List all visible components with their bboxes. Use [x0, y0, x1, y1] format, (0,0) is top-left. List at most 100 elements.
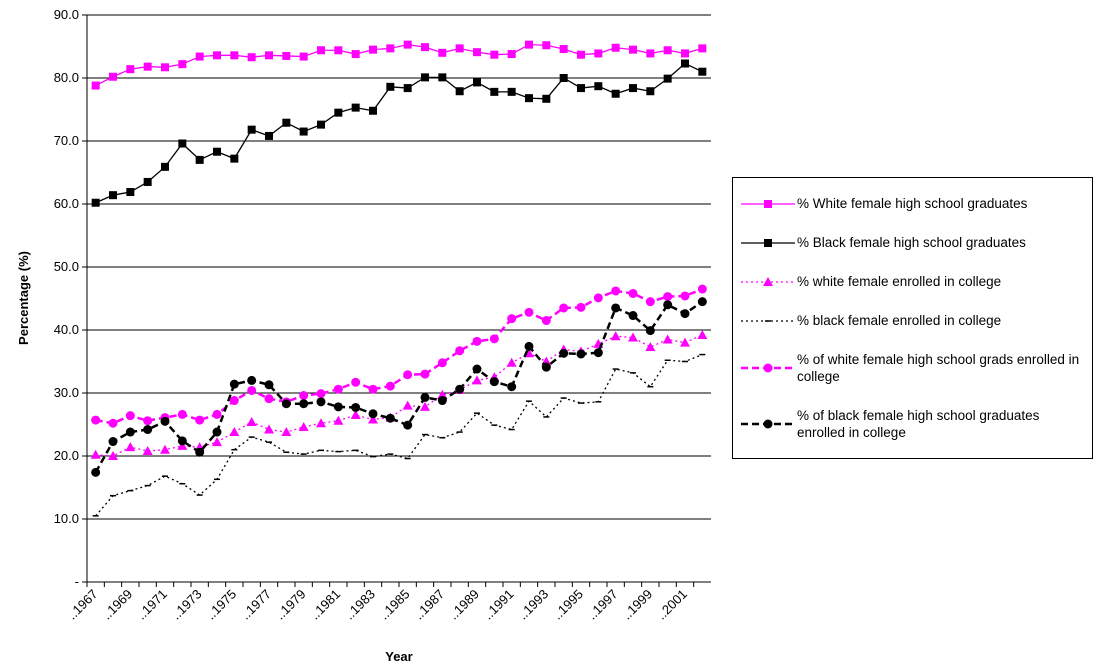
marker	[611, 43, 620, 52]
legend-label: % white female enrolled in college	[797, 274, 1002, 289]
marker	[507, 87, 516, 96]
marker	[369, 45, 377, 54]
marker	[213, 147, 221, 156]
marker	[576, 302, 586, 312]
marker	[629, 45, 637, 54]
marker	[109, 72, 117, 81]
marker	[212, 427, 222, 437]
marker	[160, 416, 170, 426]
marker	[455, 87, 464, 96]
y-tick-label: 10.0	[54, 511, 79, 526]
marker	[317, 46, 325, 55]
marker	[697, 297, 707, 307]
marker	[142, 445, 153, 455]
legend-item: % Black female high school graduates	[737, 234, 1088, 251]
marker	[421, 73, 429, 82]
marker	[317, 120, 325, 129]
marker	[763, 419, 773, 429]
marker	[247, 385, 257, 395]
legend-label: % of white female high school grads enro…	[797, 352, 1080, 384]
x-tick-label: ..1991	[480, 586, 516, 622]
x-tick-label: ..1987	[411, 586, 447, 622]
x-axis-title: Year	[385, 649, 412, 664]
marker	[542, 41, 551, 50]
marker	[420, 401, 430, 411]
marker	[90, 449, 101, 459]
marker	[645, 326, 655, 336]
marker	[507, 382, 517, 392]
marker	[143, 177, 152, 186]
x-tick-label: ..2001	[654, 586, 690, 622]
marker	[681, 49, 689, 58]
marker	[645, 342, 656, 352]
marker	[281, 427, 292, 437]
marker	[177, 436, 187, 446]
marker	[559, 45, 568, 54]
x-tick-label: ..1997	[584, 586, 620, 622]
legend-item: % of black female high school graduates …	[737, 407, 1088, 441]
marker	[143, 416, 153, 426]
marker	[437, 396, 447, 406]
marker	[525, 94, 533, 103]
legend-item: % White female high school graduates	[737, 195, 1088, 212]
marker	[160, 444, 170, 454]
marker	[698, 44, 707, 53]
marker	[542, 94, 551, 103]
marker	[697, 330, 708, 340]
marker	[369, 106, 377, 115]
x-tick-label: ..1989	[446, 586, 482, 622]
marker	[229, 379, 239, 389]
x-tick-label: ..1995	[550, 586, 586, 622]
marker	[265, 51, 273, 60]
marker	[126, 65, 135, 74]
marker	[264, 394, 274, 404]
x-tick-label: ..1977	[238, 586, 274, 622]
legend: % White female high school graduates % Bl…	[732, 177, 1093, 459]
marker	[662, 334, 673, 344]
x-tick-label: ..1999	[619, 586, 655, 622]
marker	[559, 348, 569, 358]
series-line	[95, 287, 703, 425]
marker	[541, 316, 551, 326]
marker	[213, 51, 221, 60]
marker	[541, 362, 551, 372]
marker	[230, 154, 239, 163]
marker	[473, 48, 481, 57]
y-tick-label: 20.0	[54, 448, 79, 463]
marker	[611, 303, 621, 313]
marker	[628, 311, 638, 321]
marker	[126, 188, 135, 197]
marker	[403, 420, 413, 430]
marker	[281, 399, 291, 409]
marker	[351, 103, 360, 112]
marker	[282, 51, 291, 60]
marker	[611, 286, 621, 296]
marker	[577, 84, 585, 93]
marker	[489, 377, 499, 387]
legend-swatch	[741, 199, 795, 208]
marker	[368, 384, 378, 394]
marker	[265, 131, 273, 140]
marker	[264, 424, 274, 434]
series-line	[95, 334, 703, 457]
marker	[437, 358, 447, 368]
marker	[403, 370, 413, 380]
marker	[663, 46, 672, 55]
marker	[91, 198, 100, 207]
marker	[680, 309, 690, 319]
series-line	[94, 300, 704, 473]
marker	[230, 51, 239, 60]
marker	[351, 377, 361, 387]
x-tick-label: ..1993	[515, 586, 551, 622]
marker	[577, 50, 585, 59]
marker	[333, 384, 343, 394]
marker	[663, 300, 673, 310]
marker	[108, 437, 118, 447]
marker	[109, 191, 117, 200]
marker	[763, 363, 773, 373]
legend-label: % Black female high school graduates	[797, 235, 1026, 250]
marker	[593, 348, 603, 358]
marker	[247, 375, 257, 385]
y-tick-label: 90.0	[54, 7, 79, 22]
